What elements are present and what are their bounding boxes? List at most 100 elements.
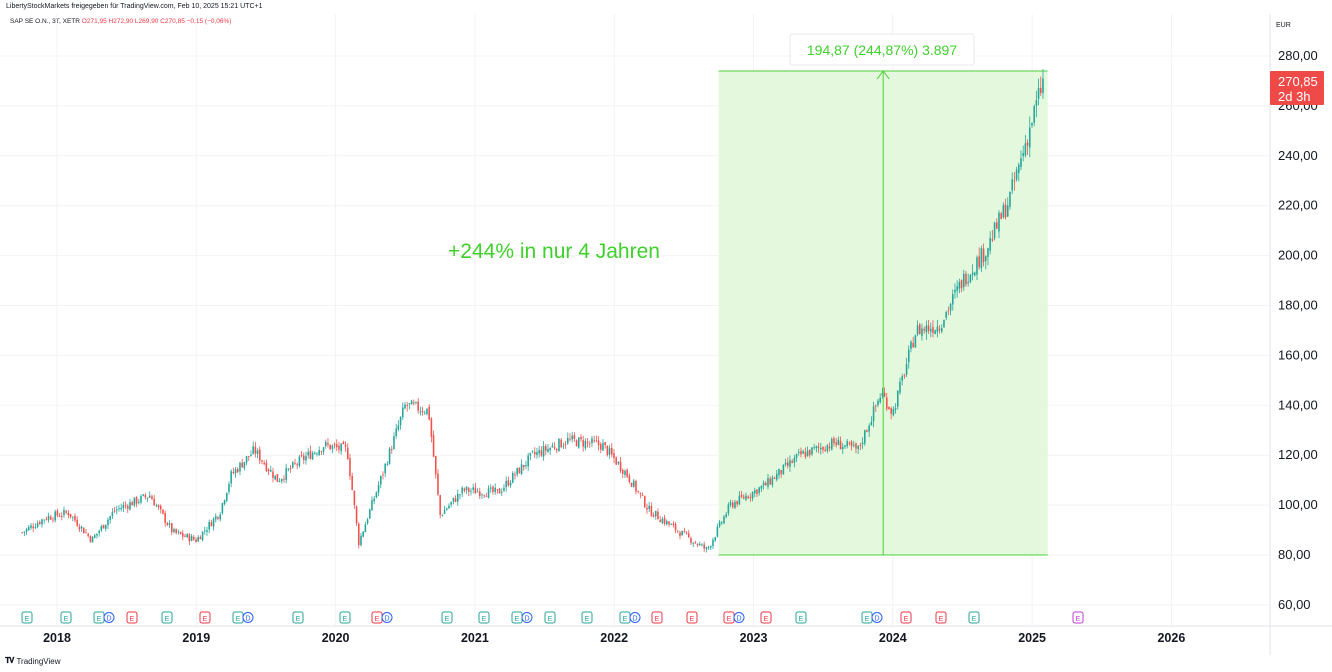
candle-body — [795, 454, 798, 459]
candle-body — [21, 532, 23, 534]
candle-body — [1017, 164, 1020, 173]
candle-body — [146, 497, 149, 499]
earnings-event-icon[interactable]: E — [478, 611, 490, 624]
candle-body — [780, 470, 782, 474]
candle-body — [520, 464, 523, 475]
tradingview-brand[interactable]: 𝐓𝐕 TradingView — [5, 656, 61, 666]
candle-body — [896, 390, 899, 407]
earnings-event-icon[interactable]: E — [371, 611, 383, 624]
candle-body — [749, 496, 752, 498]
earnings-event-icon[interactable]: E — [21, 611, 33, 624]
candle-body — [89, 536, 92, 542]
dividend-event-icon[interactable]: D — [871, 612, 883, 623]
earnings-event-icon[interactable]: E — [339, 611, 351, 624]
candle-body — [69, 513, 72, 517]
candle-body — [555, 448, 558, 451]
earnings-event-icon[interactable]: E — [161, 611, 173, 624]
earnings-event-icon[interactable]: E — [723, 611, 735, 624]
earnings-event-icon[interactable]: E — [861, 611, 873, 624]
candle-body — [522, 465, 525, 468]
candle-body — [685, 532, 688, 534]
earnings-event-icon[interactable]: E — [900, 611, 912, 624]
earnings-event-icon[interactable]: E — [651, 611, 663, 624]
candle-body — [802, 451, 804, 454]
candle-body — [164, 513, 166, 523]
future-earnings-event-icon[interactable]: E — [1072, 611, 1084, 624]
candle-body — [272, 471, 274, 478]
earnings-event-icon[interactable]: E — [760, 611, 772, 624]
candle-body — [914, 335, 917, 348]
candle-body — [225, 492, 228, 501]
candle-body — [980, 248, 983, 269]
earnings-event-icon[interactable]: E — [292, 611, 304, 624]
candle-body — [342, 442, 345, 445]
candle-body — [866, 430, 868, 432]
candle-body — [903, 375, 906, 377]
candle-body — [1006, 205, 1009, 217]
candle-body — [382, 474, 384, 476]
candle-body — [606, 445, 609, 456]
low-value: L269,90 — [134, 18, 159, 25]
svg-text:E: E — [203, 616, 208, 623]
candle-body — [888, 407, 890, 410]
time-axis[interactable]: 2018 2019 2020 2021 2022 2023 2024 2025 2026 — [43, 631, 1185, 645]
candle-body — [1035, 100, 1038, 106]
svg-text:E: E — [727, 616, 732, 623]
candle-body — [1004, 204, 1007, 218]
candle-body — [208, 521, 210, 530]
candle-body — [789, 460, 791, 467]
candle-body — [714, 537, 716, 541]
earnings-event-icon[interactable]: E — [511, 611, 523, 624]
candle-body — [624, 470, 626, 476]
earnings-event-icon[interactable]: E — [60, 611, 72, 624]
candle-body — [38, 522, 41, 524]
candle-body — [1013, 180, 1016, 182]
svg-text:E: E — [764, 616, 769, 623]
earnings-event-icon[interactable]: E — [619, 611, 631, 624]
candle-body — [421, 411, 424, 413]
earnings-event-icon[interactable]: E — [581, 611, 593, 624]
candle-body — [179, 531, 182, 535]
price-axis[interactable]: 280,00260,00240,00220,00200,00180,00160,… — [1278, 48, 1318, 612]
svg-text:E: E — [1076, 616, 1081, 623]
earnings-event-icon[interactable]: E — [544, 611, 556, 624]
countdown-label: 2d 3h — [1278, 89, 1311, 104]
candle-body — [439, 495, 441, 515]
candle-body — [357, 523, 360, 546]
candle-body — [287, 468, 290, 470]
candle-body — [346, 447, 349, 460]
symbol-name[interactable]: SAP SE O.N., 3T, XETR — [10, 18, 80, 25]
candle-body — [285, 468, 287, 480]
candle-body — [113, 510, 116, 512]
dividend-event-icon[interactable]: D — [242, 612, 254, 623]
candle-body — [93, 535, 96, 538]
svg-text:E: E — [445, 616, 450, 623]
earnings-event-icon[interactable]: E — [126, 611, 138, 624]
earnings-event-icon[interactable]: E — [968, 611, 980, 624]
candle-body — [430, 418, 433, 437]
earnings-event-icon[interactable]: E — [199, 611, 211, 624]
dividend-event-icon[interactable]: D — [381, 612, 393, 623]
svg-text:D: D — [736, 616, 741, 623]
earnings-event-icon[interactable]: E — [935, 611, 947, 624]
candle-body — [709, 545, 712, 548]
candle-body — [956, 286, 958, 291]
earnings-event-icon[interactable]: E — [93, 611, 105, 624]
candle-body — [577, 437, 580, 448]
dividend-event-icon[interactable]: D — [103, 612, 115, 623]
earnings-event-icon[interactable]: E — [686, 611, 698, 624]
svg-text:E: E — [165, 616, 170, 623]
earnings-event-icon[interactable]: E — [232, 611, 244, 624]
dividend-event-icon[interactable]: D — [521, 612, 533, 623]
candle-body — [221, 503, 224, 514]
earnings-event-icon[interactable]: E — [441, 611, 453, 624]
candle-body — [892, 408, 895, 416]
candle-body — [82, 527, 85, 534]
candle-body — [694, 542, 697, 544]
dividend-event-icon[interactable]: D — [733, 612, 745, 623]
dividend-event-icon[interactable]: D — [629, 612, 641, 623]
earnings-event-icon[interactable]: E — [795, 611, 807, 624]
candle-body — [698, 544, 701, 546]
svg-text:E: E — [515, 616, 520, 623]
